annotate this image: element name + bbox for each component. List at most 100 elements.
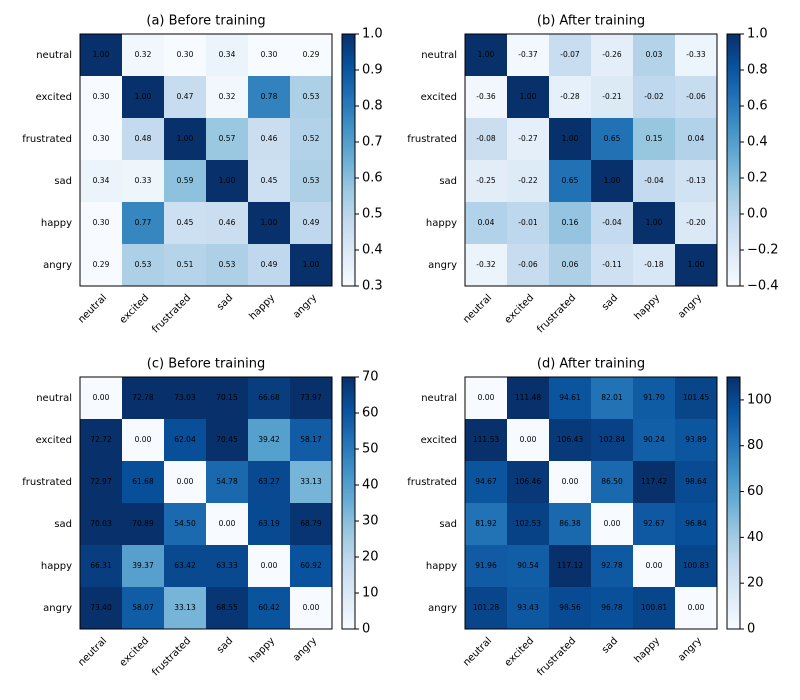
cell-label: 0.53 [135, 260, 152, 269]
x-tick-label: frustrated [535, 292, 578, 335]
heatmap-cell [633, 34, 675, 76]
heatmap-cell [248, 419, 290, 461]
cell-label: 0.32 [135, 50, 152, 59]
colorbar-tick-label: 0.8 [362, 99, 383, 114]
heatmap-cell [465, 244, 507, 286]
heatmap-cell [507, 244, 549, 286]
cell-label: -0.20 [686, 218, 706, 227]
y-tick-label: frustrated [407, 477, 457, 488]
colorbar-tick-label: 0.0 [747, 207, 768, 222]
heatmap-cell [248, 76, 290, 118]
heatmap-cell [122, 160, 164, 202]
heatmap-cell [675, 76, 717, 118]
heatmap-cell [549, 160, 591, 202]
x-tick-label: frustrated [150, 635, 193, 678]
x-tick-label: happy [632, 635, 662, 665]
heatmap-cell [507, 202, 549, 244]
heatmap-cell [549, 118, 591, 160]
heatmap-cell [675, 587, 717, 629]
heatmap-cell [633, 461, 675, 503]
y-tick-label: sad [54, 176, 72, 187]
heatmap-cell [290, 587, 332, 629]
heatmap-cell [122, 377, 164, 419]
cell-label: -0.01 [518, 218, 538, 227]
cell-label: 1.00 [604, 176, 621, 185]
cell-label: 0.00 [478, 393, 495, 402]
cell-label: 1.00 [93, 50, 110, 59]
y-tick-label: frustrated [407, 134, 457, 145]
cell-label: 0.03 [646, 50, 663, 59]
cell-label: 0.47 [177, 92, 194, 101]
heatmap-cell [80, 160, 122, 202]
heatmap-cell [465, 76, 507, 118]
cell-label: 102.53 [515, 519, 541, 528]
heatmap-cell [248, 160, 290, 202]
cell-label: 0.00 [261, 561, 278, 570]
cell-label: 0.30 [261, 50, 278, 59]
heatmap-cell [549, 503, 591, 545]
cell-label: 60.42 [258, 603, 280, 612]
heatmap-cell [549, 461, 591, 503]
heatmap-frame [464, 376, 718, 630]
heatmap-cell [248, 118, 290, 160]
cell-label: 66.68 [258, 393, 280, 402]
cell-label: 60.92 [300, 561, 322, 570]
x-tick-label: angry [291, 292, 319, 320]
heatmap-cell [290, 202, 332, 244]
cell-label: 90.54 [517, 561, 539, 570]
heatmap-cell [675, 34, 717, 76]
y-tick-label: sad [439, 519, 457, 530]
heatmap-cell [80, 503, 122, 545]
cell-label: -0.04 [602, 218, 622, 227]
cell-label: 1.00 [478, 50, 495, 59]
heatmap-cell [675, 244, 717, 286]
cell-label: -0.33 [686, 50, 706, 59]
heatmap-cell [122, 76, 164, 118]
heatmap-cell [290, 118, 332, 160]
heatmap-cell [591, 377, 633, 419]
x-tick-label: excited [503, 635, 537, 669]
colorbar-tick-label: 0.6 [747, 99, 768, 114]
heatmap-cell [465, 587, 507, 629]
heatmap-cell [675, 202, 717, 244]
cell-label: 0.29 [303, 50, 320, 59]
heatmap-cell [507, 587, 549, 629]
cell-label: 0.49 [303, 218, 320, 227]
heatmap-cell [507, 76, 549, 118]
heatmap-cell [633, 419, 675, 461]
heatmap-cell [465, 503, 507, 545]
heatmap-cell [507, 503, 549, 545]
x-tick-label: sad [215, 635, 235, 655]
cell-label: 102.84 [599, 435, 625, 444]
cell-label: 0.30 [93, 218, 110, 227]
colorbar-tick-label: 0.4 [747, 135, 768, 150]
x-tick-label: sad [600, 292, 620, 312]
cell-label: 101.45 [683, 393, 709, 402]
x-tick-label: happy [632, 292, 662, 322]
heatmap-cell [633, 244, 675, 286]
colorbar-tick-label: 60 [747, 484, 764, 499]
heatmap-cell [248, 202, 290, 244]
colorbar-tick-label: 40 [362, 478, 379, 493]
cell-label: 0.65 [562, 176, 579, 185]
cell-label: 111.48 [515, 393, 541, 402]
cell-label: 0.65 [604, 134, 621, 143]
heatmap-cell [164, 503, 206, 545]
heatmap-cell [206, 503, 248, 545]
cell-label: 68.55 [216, 603, 238, 612]
cell-label: 0.45 [261, 176, 278, 185]
cell-label: 1.00 [177, 134, 194, 143]
heatmap-cell [633, 76, 675, 118]
colorbar-tick-label: 80 [747, 438, 764, 453]
cell-label: 90.24 [643, 435, 665, 444]
y-tick-label: neutral [421, 393, 457, 404]
colorbar-tick-label: 40 [747, 530, 764, 545]
cell-label: 86.38 [559, 519, 581, 528]
cell-label: -0.11 [602, 260, 622, 269]
cell-label: 0.00 [688, 603, 705, 612]
heatmap-cell [507, 34, 549, 76]
cell-label: 0.46 [261, 134, 278, 143]
heatmap-cell [164, 202, 206, 244]
heatmap-cell [122, 419, 164, 461]
colorbar [341, 376, 356, 630]
